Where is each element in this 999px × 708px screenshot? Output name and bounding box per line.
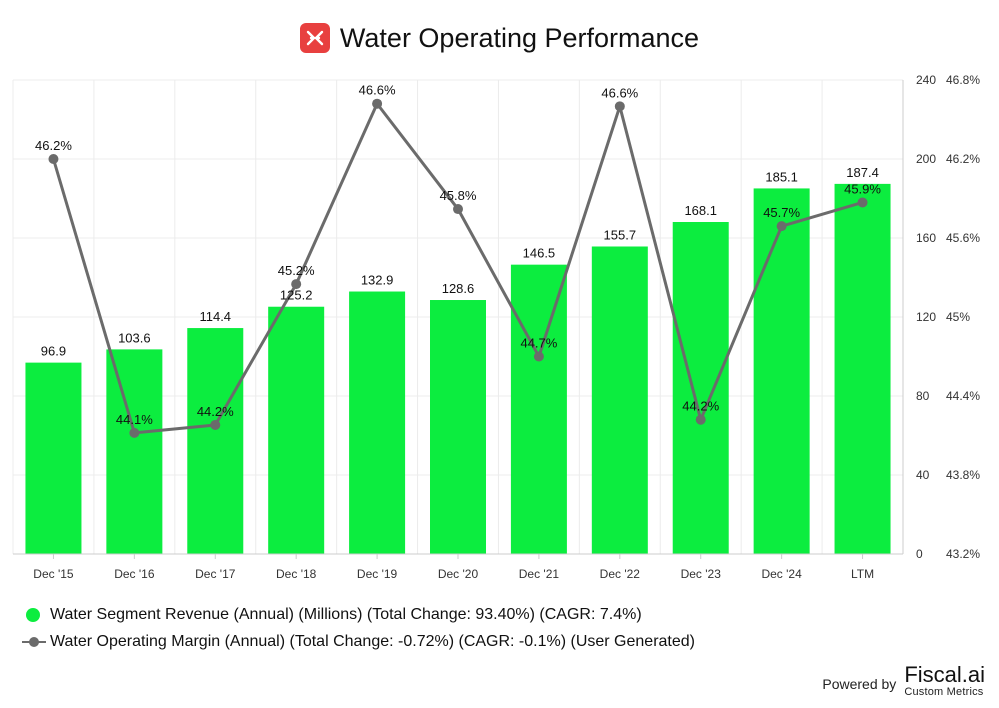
- powered-by-brand[interactable]: Powered by Fiscal.ai Custom Metrics: [822, 664, 985, 698]
- bar-dec23: [672, 222, 729, 554]
- margin-value-label: 45.8%: [440, 188, 477, 203]
- y-right-tick-label: 45.6%: [946, 231, 980, 245]
- y-right-tick-label: 45%: [946, 310, 970, 324]
- fiscal-logo-icon: [299, 23, 330, 53]
- margin-point: [48, 154, 59, 164]
- x-tick-label: LTM: [851, 567, 874, 581]
- x-tick-label: Dec '23: [681, 567, 722, 581]
- y-left-tick-label: 200: [916, 152, 936, 166]
- bar-dec17: [187, 328, 244, 554]
- legend-label-margin: Water Operating Margin (Annual) (Total C…: [50, 632, 695, 650]
- bar-value-label: 125.2: [280, 288, 313, 303]
- y-left-tick-label: 160: [916, 231, 936, 245]
- bar-value-label: 96.9: [41, 344, 66, 359]
- data-labels: 96.9 103.6 114.4 125.2 132.9 128.6 146.5 155.7 1…: [35, 83, 881, 427]
- margin-point: [533, 351, 544, 362]
- bar-dec20: [430, 300, 486, 554]
- bar-ltm: [834, 183, 891, 554]
- y-right-tick-label: 43.2%: [946, 547, 980, 561]
- y-right-tick-label: 46.8%: [946, 73, 980, 87]
- powered-by-text: Powered by: [822, 676, 897, 692]
- chart-title-text: Water Operating Performance: [339, 22, 700, 53]
- y-right-tick-label: 44.4%: [946, 389, 980, 403]
- y-right-tick-label: 46.2%: [946, 152, 980, 166]
- legend-line-swatch-icon: [22, 635, 46, 649]
- bar-value-label: 128.6: [442, 281, 475, 296]
- x-tick-label: Dec '19: [357, 567, 398, 581]
- bar-value-label: 114.4: [199, 309, 231, 324]
- bar-dec21: [510, 264, 567, 554]
- x-tick-label: Dec '17: [195, 567, 236, 581]
- y-left-tick-label: 120: [916, 310, 936, 324]
- bar-value-label: 155.7: [604, 227, 637, 242]
- bar-dec24: [753, 188, 810, 555]
- margin-value-label: 46.6%: [359, 83, 396, 98]
- y-right-tick-label: 43.8%: [946, 468, 980, 482]
- bar-dec18: [268, 306, 325, 554]
- x-tick-label: Dec '16: [114, 567, 155, 581]
- y-left-tick-label: 0: [916, 547, 923, 561]
- margin-point: [695, 414, 706, 425]
- margin-point: [614, 101, 625, 112]
- margin-point: [210, 419, 221, 430]
- margin-value-label: 45.2%: [278, 263, 315, 278]
- legend: Water Segment Revenue (Annual) (Millions…: [22, 601, 695, 655]
- bar-value-label: 185.1: [765, 169, 798, 184]
- axes: 0 43.2% 40 43.8% 80 44.4% 120 45% 160 45.6% 200 46.…: [13, 73, 980, 581]
- margin-value-label: 44.2%: [197, 404, 234, 419]
- margin-point: [372, 98, 383, 109]
- combo-chart: 96.9 103.6 114.4 125.2 132.9 128.6 146.5 155.7 1…: [12, 73, 980, 581]
- revenue-bars: [25, 183, 891, 555]
- margin-point: [291, 279, 302, 290]
- margin-value-label: 44.7%: [520, 336, 557, 351]
- brand-logo: Fiscal.ai Custom Metrics: [904, 664, 985, 698]
- bar-dec15: [25, 362, 82, 554]
- x-tick-label: Dec '22: [600, 567, 641, 581]
- chart-title: Water Operating Performance: [0, 20, 999, 56]
- bar-value-label: 187.4: [846, 165, 879, 180]
- margin-value-label: 44.2%: [682, 399, 719, 414]
- x-tick-label: Dec '18: [276, 567, 317, 581]
- legend-bar-swatch-icon: [26, 607, 40, 622]
- brand-name: Fiscal.ai: [904, 662, 985, 687]
- margin-value-label: 46.6%: [601, 85, 638, 100]
- x-tick-label: Dec '21: [519, 567, 560, 581]
- bar-value-label: 146.5: [523, 246, 556, 261]
- legend-item-revenue[interactable]: Water Segment Revenue (Annual) (Millions…: [22, 601, 695, 628]
- bar-value-label: 103.6: [118, 330, 151, 345]
- x-tick-label: Dec '24: [761, 567, 802, 581]
- bar-value-label: 168.1: [684, 203, 717, 218]
- bar-dec22: [591, 246, 648, 554]
- margin-point: [857, 197, 868, 208]
- margin-value-label: 44.1%: [116, 412, 153, 427]
- bar-dec16: [106, 349, 163, 554]
- margin-value-label: 45.9%: [844, 181, 881, 196]
- bar-value-label: 132.9: [361, 273, 394, 288]
- margin-value-label: 46.2%: [35, 138, 72, 153]
- margin-value-label: 45.7%: [763, 205, 800, 220]
- margin-line: [48, 98, 868, 438]
- x-tick-label: Dec '20: [438, 567, 479, 581]
- legend-label-revenue: Water Segment Revenue (Annual) (Millions…: [50, 605, 642, 623]
- legend-item-margin[interactable]: Water Operating Margin (Annual) (Total C…: [22, 628, 695, 655]
- bar-dec19: [349, 291, 406, 554]
- margin-point: [776, 221, 787, 232]
- y-left-tick-label: 240: [916, 73, 936, 87]
- x-tick-label: Dec '15: [33, 567, 74, 581]
- y-left-tick-label: 80: [916, 389, 930, 403]
- margin-point: [453, 204, 463, 215]
- margin-point: [129, 427, 140, 438]
- brand-sub: Custom Metrics: [904, 686, 984, 698]
- y-left-tick-label: 40: [916, 468, 930, 482]
